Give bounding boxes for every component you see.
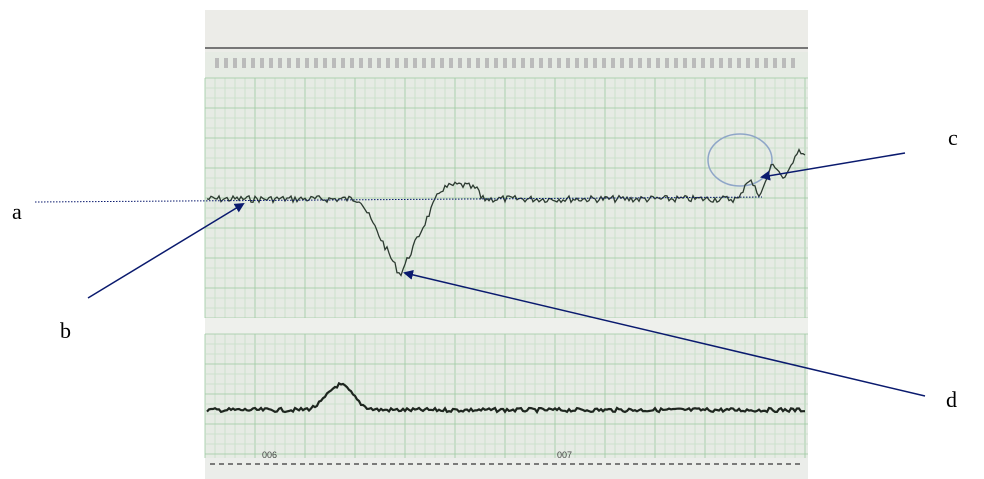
- strip-gap: [205, 318, 808, 334]
- perforation: [494, 58, 498, 68]
- perforation: [260, 58, 264, 68]
- label-a: a: [12, 199, 22, 224]
- perforation: [602, 58, 606, 68]
- perforation: [341, 58, 345, 68]
- perforation: [521, 58, 525, 68]
- perforation: [737, 58, 741, 68]
- perforation: [701, 58, 705, 68]
- paper-header: [205, 10, 808, 52]
- figure: 006 007 a b c d: [0, 0, 984, 479]
- perforation: [746, 58, 750, 68]
- perforation: [269, 58, 273, 68]
- perforation: [566, 58, 570, 68]
- perforation: [251, 58, 255, 68]
- perforation: [647, 58, 651, 68]
- paper-mark: 006: [262, 450, 277, 460]
- perforation: [431, 58, 435, 68]
- perforation: [539, 58, 543, 68]
- perforation: [449, 58, 453, 68]
- paper-footer: [205, 458, 808, 479]
- perforation: [377, 58, 381, 68]
- perforation: [557, 58, 561, 68]
- perforation: [314, 58, 318, 68]
- perforation: [764, 58, 768, 68]
- perforation: [719, 58, 723, 68]
- perforation: [458, 58, 462, 68]
- perforation: [323, 58, 327, 68]
- perforation: [674, 58, 678, 68]
- perforation: [548, 58, 552, 68]
- perforation: [611, 58, 615, 68]
- perforation: [287, 58, 291, 68]
- perforation: [305, 58, 309, 68]
- perforation: [692, 58, 696, 68]
- perforation: [440, 58, 444, 68]
- perforation: [233, 58, 237, 68]
- perforation: [530, 58, 534, 68]
- perforation: [386, 58, 390, 68]
- perforation: [638, 58, 642, 68]
- perforation: [575, 58, 579, 68]
- perforation: [755, 58, 759, 68]
- perforation: [350, 58, 354, 68]
- perforation: [773, 58, 777, 68]
- ctg-photo: 006 007: [205, 10, 808, 479]
- perforation: [782, 58, 786, 68]
- perforation: [215, 58, 219, 68]
- perforation: [791, 58, 795, 68]
- paper-mark: 007: [557, 450, 572, 460]
- perforation: [332, 58, 336, 68]
- perforation: [368, 58, 372, 68]
- perforation: [359, 58, 363, 68]
- label-b: b: [60, 318, 71, 343]
- perforation: [584, 58, 588, 68]
- perforation: [728, 58, 732, 68]
- perforation: [242, 58, 246, 68]
- perforation: [620, 58, 624, 68]
- perforation: [512, 58, 516, 68]
- perforation: [422, 58, 426, 68]
- perforation: [503, 58, 507, 68]
- perforation: [629, 58, 633, 68]
- perforation: [404, 58, 408, 68]
- label-d: d: [946, 387, 957, 412]
- perforation: [593, 58, 597, 68]
- perforation: [296, 58, 300, 68]
- perforation: [395, 58, 399, 68]
- perforation: [656, 58, 660, 68]
- perforation: [278, 58, 282, 68]
- perforation: [413, 58, 417, 68]
- perforation: [665, 58, 669, 68]
- perforation: [710, 58, 714, 68]
- perforation: [467, 58, 471, 68]
- label-c: c: [948, 125, 958, 150]
- perforation: [683, 58, 687, 68]
- perforation: [476, 58, 480, 68]
- perforation: [224, 58, 228, 68]
- perforation: [485, 58, 489, 68]
